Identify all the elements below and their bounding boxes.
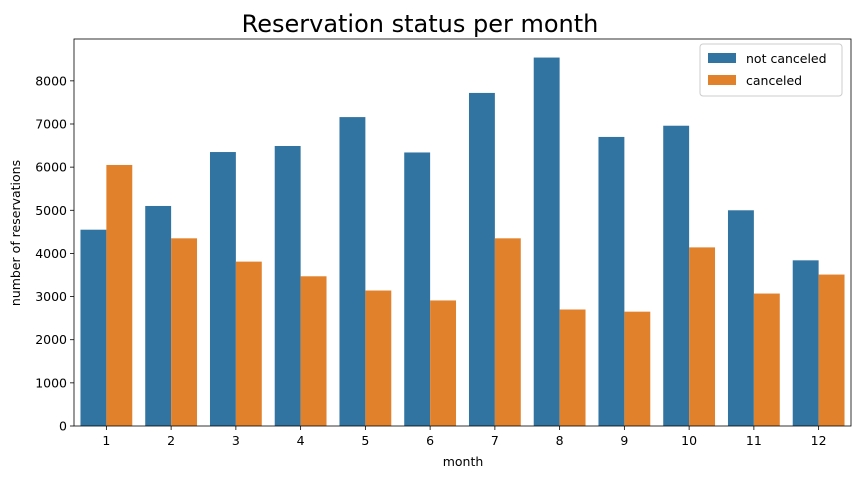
x-axis-label: month: [443, 454, 484, 469]
y-tick-label: 7000: [35, 116, 67, 131]
plot-frame: [73, 38, 852, 427]
bar-canceled-month-7: [494, 238, 521, 426]
legend-swatch-not-canceled: [708, 53, 736, 63]
legend-swatch-canceled: [708, 75, 736, 85]
bar-canceled-month-6: [430, 300, 457, 426]
bar-canceled-month-8: [559, 309, 586, 426]
bar-canceled-month-11: [753, 293, 780, 426]
bar-canceled-month-12: [818, 274, 845, 426]
x-tick-label: 8: [556, 433, 564, 448]
x-tick-label: 2: [167, 433, 175, 448]
bar-not-canceled-month-7: [468, 92, 495, 427]
bars-layer: [80, 57, 845, 427]
y-tick-label: 3000: [35, 289, 67, 304]
y-tick-label: 6000: [35, 160, 67, 175]
y-tick-label: 0: [59, 419, 67, 434]
legend-label-not-canceled: not canceled: [746, 51, 827, 66]
y-tick-label: 1000: [35, 375, 67, 390]
x-tick-label: 11: [746, 433, 762, 448]
bar-not-canceled-month-8: [533, 57, 560, 426]
x-tick-label: 4: [297, 433, 305, 448]
bar-canceled-month-5: [365, 290, 392, 426]
bar-canceled-month-10: [689, 247, 716, 426]
y-tick-label: 5000: [35, 203, 67, 218]
bar-not-canceled-month-10: [663, 125, 690, 427]
bar-not-canceled-month-3: [209, 152, 236, 426]
x-tick-label: 1: [102, 433, 110, 448]
bar-not-canceled-month-1: [80, 229, 107, 426]
bar-not-canceled-month-5: [339, 117, 366, 426]
bar-canceled-month-3: [235, 261, 262, 426]
bar-canceled-month-4: [300, 276, 327, 426]
bar-not-canceled-month-12: [792, 260, 819, 426]
x-tick-label: 9: [620, 433, 628, 448]
y-tick-label: 8000: [35, 73, 67, 88]
bar-canceled-month-9: [624, 311, 651, 426]
legend: not canceled canceled: [699, 43, 843, 97]
x-tick-label: 6: [426, 433, 434, 448]
x-tick-label: 10: [681, 433, 697, 448]
bar-not-canceled-month-6: [404, 152, 431, 426]
bar-not-canceled-month-11: [727, 210, 754, 426]
bar-not-canceled-month-9: [598, 136, 625, 426]
chart-title: Reservation status per month: [242, 10, 599, 38]
bar-canceled-month-1: [106, 164, 133, 427]
y-axis-label: number of reservations: [8, 160, 23, 306]
y-tick-label: 2000: [35, 332, 67, 347]
x-tick-label: 3: [232, 433, 240, 448]
x-tick-label: 12: [811, 433, 827, 448]
y-tick-label: 4000: [35, 246, 67, 261]
bar-not-canceled-month-4: [274, 145, 301, 427]
bar-not-canceled-month-2: [145, 205, 172, 426]
x-tick-label: 7: [491, 433, 499, 448]
x-tick-label: 5: [361, 433, 369, 448]
bar-canceled-month-2: [171, 238, 198, 426]
legend-label-canceled: canceled: [746, 73, 802, 88]
